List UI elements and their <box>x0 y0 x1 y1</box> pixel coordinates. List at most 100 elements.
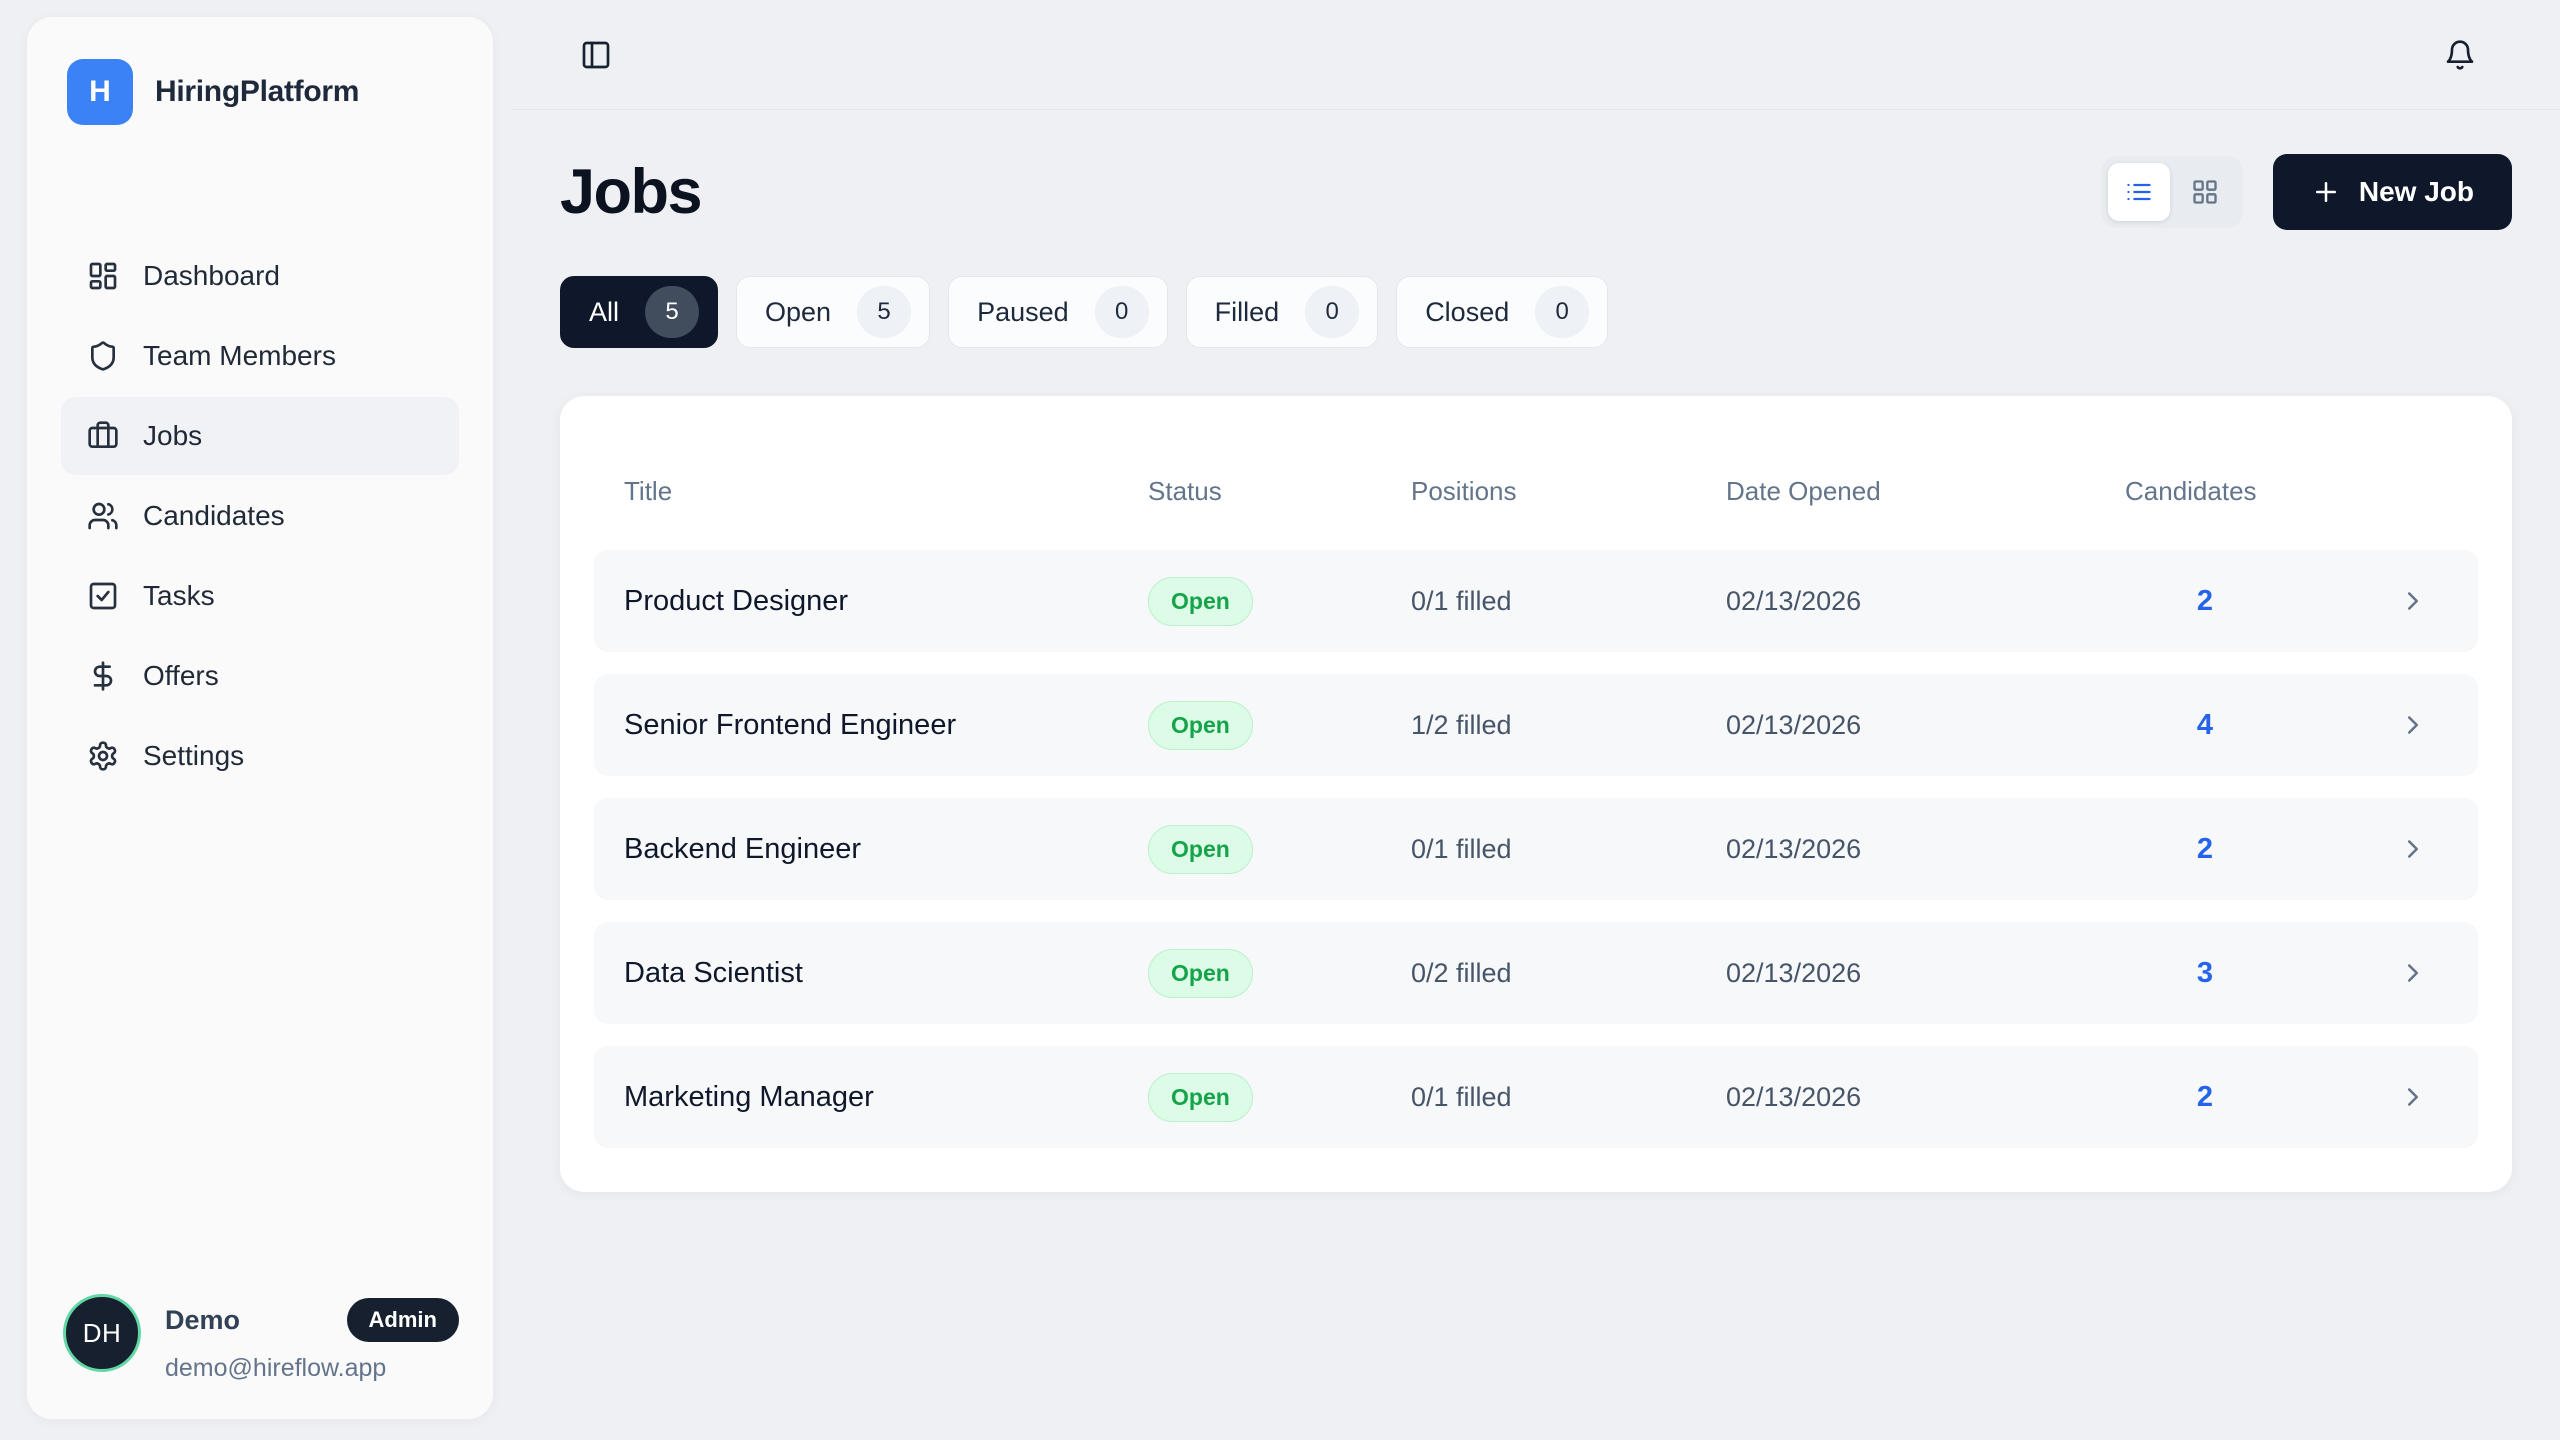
job-title: Senior Frontend Engineer <box>624 708 957 741</box>
filter-tab-paused[interactable]: Paused 0 <box>948 276 1168 348</box>
job-title: Data Scientist <box>624 956 803 989</box>
view-toggle <box>2100 156 2243 228</box>
table-row[interactable]: Product Designer Open 0/1 filled 02/13/2… <box>594 550 2478 652</box>
panel-left-icon <box>580 39 612 71</box>
chevron-right-icon <box>2398 710 2448 740</box>
job-title: Backend Engineer <box>624 832 861 865</box>
gear-icon <box>87 740 119 772</box>
status-badge: Open <box>1148 824 1253 874</box>
sidebar-item-jobs[interactable]: Jobs <box>61 397 459 475</box>
filter-count-badge: 0 <box>1305 286 1360 338</box>
sidebar-item-label: Dashboard <box>143 260 280 291</box>
date-opened-cell: 02/13/2026 <box>1726 1081 1862 1112</box>
grid-view-icon <box>2191 178 2219 206</box>
sidebar-item-label: Team Members <box>143 340 336 371</box>
table-header-row: Title Status Positions Date Opened Candi… <box>594 432 2478 550</box>
plus-icon <box>2311 177 2341 207</box>
sidebar-item-label: Settings <box>143 740 245 771</box>
avatar: DH <box>63 1294 141 1372</box>
sidebar-item-candidates[interactable]: Candidates <box>61 477 459 555</box>
notifications-button[interactable] <box>2438 33 2482 77</box>
sidebar-item-settings[interactable]: Settings <box>61 717 459 795</box>
dollar-icon <box>87 660 119 692</box>
status-filter-tabs: All 5 Open 5 Paused 0 Filled 0 Closed 0 <box>560 276 2512 348</box>
positions-cell: 0/1 filled <box>1411 585 1512 616</box>
sidebar-item-tasks[interactable]: Tasks <box>61 557 459 635</box>
user-name: Demo <box>165 1304 241 1335</box>
status-badge: Open <box>1148 1072 1253 1122</box>
user-email: demo@hireflow.app <box>165 1354 387 1382</box>
sidebar-item-label: Candidates <box>143 500 285 531</box>
page-title: Jobs <box>560 157 703 227</box>
candidates-count-link[interactable]: 4 <box>2196 708 2214 741</box>
sidebar-item-label: Tasks <box>143 580 215 611</box>
sidebar-toggle-button[interactable] <box>574 33 618 77</box>
main-content: Jobs <box>512 0 2560 1440</box>
brand-logo-icon: H <box>67 59 133 125</box>
grid-view-button[interactable] <box>2174 163 2236 221</box>
date-opened-cell: 02/13/2026 <box>1726 709 1862 740</box>
filter-tab-closed[interactable]: Closed 0 <box>1396 276 1609 348</box>
filter-tab-open[interactable]: Open 5 <box>736 276 931 348</box>
column-header-date-opened: Date Opened <box>1726 475 1881 506</box>
job-title: Marketing Manager <box>624 1080 874 1113</box>
bell-icon <box>2444 39 2476 71</box>
status-badge: Open <box>1148 576 1253 626</box>
briefcase-icon <box>87 420 119 452</box>
sidebar-nav: Dashboard Team Members Jobs Candidates T… <box>61 237 459 795</box>
sidebar-item-label: Jobs <box>143 420 203 451</box>
positions-cell: 0/2 filled <box>1411 957 1512 988</box>
topbar <box>512 0 2560 110</box>
status-badge: Open <box>1148 700 1253 750</box>
table-row[interactable]: Senior Frontend Engineer Open 1/2 filled… <box>594 674 2478 776</box>
brand-name: HiringPlatform <box>155 75 360 108</box>
table-row[interactable]: Marketing Manager Open 0/1 filled 02/13/… <box>594 1046 2478 1148</box>
table-row[interactable]: Data Scientist Open 0/2 filled 02/13/202… <box>594 922 2478 1024</box>
filter-tab-all[interactable]: All 5 <box>560 276 719 348</box>
filter-label: Filled <box>1214 296 1280 327</box>
user-profile[interactable]: DH Demo Admin demo@hireflow.app <box>61 1294 459 1383</box>
filter-label: All <box>589 296 620 327</box>
chevron-right-icon <box>2398 834 2448 864</box>
column-header-title: Title <box>624 475 673 506</box>
candidates-count-link[interactable]: 2 <box>2196 1080 2214 1113</box>
chevron-right-icon <box>2398 958 2448 988</box>
positions-cell: 0/1 filled <box>1411 833 1512 864</box>
shield-icon <box>87 340 119 372</box>
date-opened-cell: 02/13/2026 <box>1726 585 1862 616</box>
filter-count-badge: 5 <box>857 286 912 338</box>
filter-label: Open <box>765 296 832 327</box>
list-view-button[interactable] <box>2107 163 2170 221</box>
chevron-right-icon <box>2398 586 2448 616</box>
new-job-button[interactable]: New Job <box>2272 154 2512 230</box>
filter-count-badge: 5 <box>645 286 700 338</box>
filter-count-badge: 0 <box>1535 286 1590 338</box>
job-title: Product Designer <box>624 584 849 617</box>
filter-label: Closed <box>1425 296 1510 327</box>
sidebar: H HiringPlatform Dashboard Team Members … <box>26 16 494 1420</box>
new-job-label: New Job <box>2358 176 2474 207</box>
chevron-right-icon <box>2398 1082 2448 1112</box>
sidebar-item-offers[interactable]: Offers <box>61 637 459 715</box>
filter-tab-filled[interactable]: Filled 0 <box>1185 276 1379 348</box>
list-view-icon <box>2125 178 2153 206</box>
candidates-count-link[interactable]: 2 <box>2196 584 2214 617</box>
sidebar-item-dashboard[interactable]: Dashboard <box>61 237 459 315</box>
sidebar-item-team-members[interactable]: Team Members <box>61 317 459 395</box>
date-opened-cell: 02/13/2026 <box>1726 833 1862 864</box>
status-badge: Open <box>1148 948 1253 998</box>
role-badge: Admin <box>346 1298 459 1342</box>
jobs-table-card: Title Status Positions Date Opened Candi… <box>560 396 2512 1192</box>
column-header-status: Status <box>1148 475 1222 506</box>
dashboard-grid-icon <box>87 260 119 292</box>
candidates-count-link[interactable]: 3 <box>2196 956 2214 989</box>
filter-count-badge: 0 <box>1094 286 1149 338</box>
candidates-count-link[interactable]: 2 <box>2196 832 2214 865</box>
column-header-positions: Positions <box>1411 475 1517 506</box>
filter-label: Paused <box>977 296 1069 327</box>
brand: H HiringPlatform <box>61 59 459 125</box>
task-check-icon <box>87 580 119 612</box>
sidebar-item-label: Offers <box>143 660 219 691</box>
positions-cell: 1/2 filled <box>1411 709 1512 740</box>
table-row[interactable]: Backend Engineer Open 0/1 filled 02/13/2… <box>594 798 2478 900</box>
